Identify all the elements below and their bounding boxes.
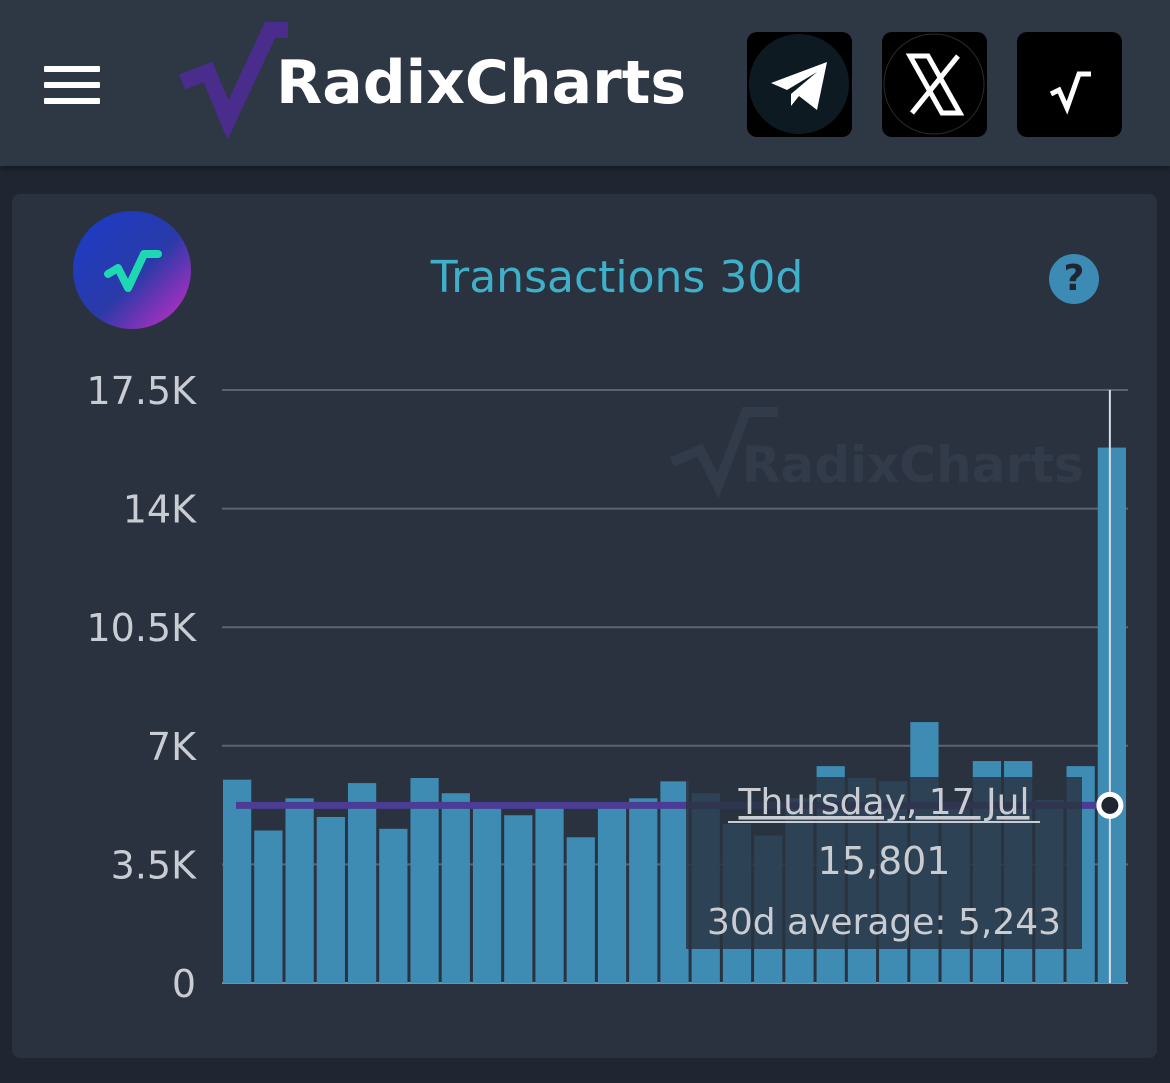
tooltip: Thursday, 17 Jul 15,801 30d average: 5,243 xyxy=(686,777,1082,949)
y-tick-label: 7K xyxy=(147,725,197,769)
y-tick-label: 14K xyxy=(123,488,197,532)
bar xyxy=(472,806,502,983)
logo-mark-icon xyxy=(179,22,318,140)
bar xyxy=(535,806,564,983)
logo-text: RadixCharts xyxy=(276,48,687,118)
bar xyxy=(597,806,627,983)
bar xyxy=(1097,447,1126,983)
telegram-icon xyxy=(749,34,849,134)
x-button[interactable] xyxy=(882,32,987,137)
bar xyxy=(410,777,439,983)
chart-title: Transactions 30d xyxy=(430,252,804,303)
tooltip-box xyxy=(686,777,1082,949)
watermark-text: RadixCharts xyxy=(742,436,1084,494)
watermark: RadixCharts xyxy=(670,407,1084,499)
radixcharts-logo[interactable]: RadixCharts xyxy=(178,20,708,140)
tooltip-date: Thursday, 17 Jul xyxy=(738,782,1030,823)
tooltip-value: 15,801 xyxy=(818,839,951,883)
bar xyxy=(285,798,314,983)
bar xyxy=(629,798,658,983)
telegram-button[interactable] xyxy=(747,32,852,137)
y-axis: 0 3.5K 7K 10.5K 14K 17.5K xyxy=(86,369,197,1006)
average-marker xyxy=(1096,791,1124,819)
bar xyxy=(566,837,595,983)
bar xyxy=(254,830,283,983)
y-tick-label: 10.5K xyxy=(86,606,197,650)
bar xyxy=(316,816,345,983)
y-tick-label: 17.5K xyxy=(86,369,197,413)
radix-badge-icon xyxy=(72,210,192,330)
bar xyxy=(660,781,689,983)
bar xyxy=(223,779,252,983)
bar xyxy=(347,783,377,983)
top-bar: RadixCharts xyxy=(0,0,1170,166)
tooltip-average: 30d average: 5,243 xyxy=(707,902,1061,943)
bar xyxy=(379,828,408,983)
y-tick-label: 0 xyxy=(172,962,196,1006)
menu-icon[interactable] xyxy=(44,66,100,104)
radixcharts-button[interactable] xyxy=(1017,32,1122,137)
bar xyxy=(441,793,470,983)
x-icon xyxy=(883,33,985,135)
bar xyxy=(504,815,533,983)
help-icon[interactable]: ? xyxy=(1049,254,1099,304)
radixcharts-icon xyxy=(1049,71,1091,115)
y-tick-label: 3.5K xyxy=(111,843,197,887)
